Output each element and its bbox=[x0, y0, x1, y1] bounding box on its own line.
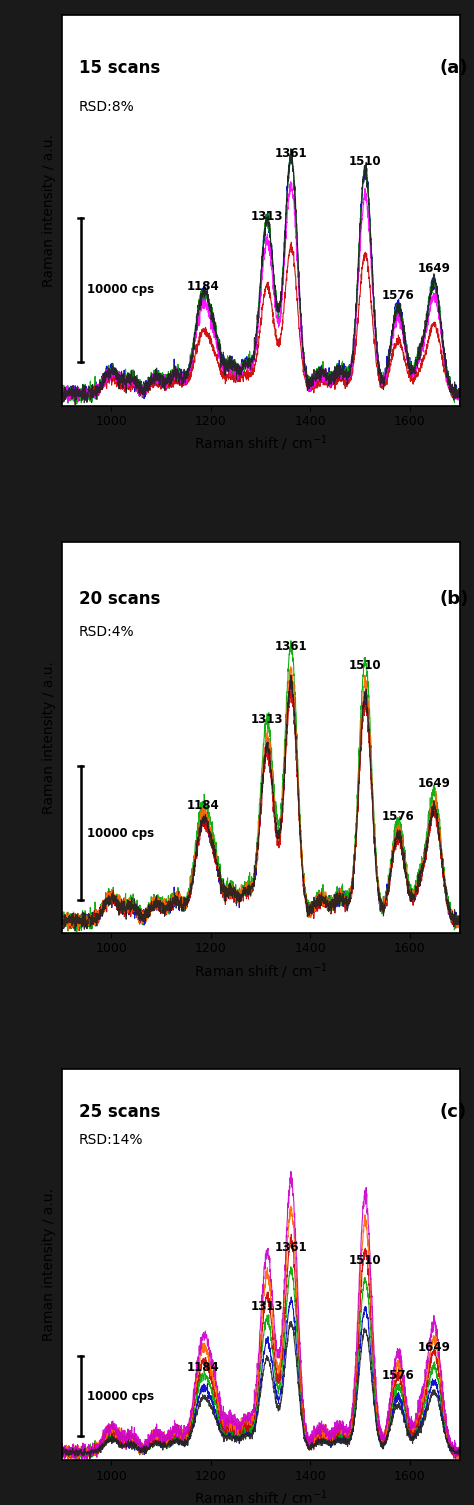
Text: RSD:4%: RSD:4% bbox=[79, 626, 135, 640]
Text: 1649: 1649 bbox=[418, 262, 451, 275]
Text: 1576: 1576 bbox=[382, 1368, 414, 1382]
X-axis label: Raman shift / cm$^{-1}$: Raman shift / cm$^{-1}$ bbox=[194, 962, 328, 981]
Y-axis label: Raman intensity / a.u.: Raman intensity / a.u. bbox=[42, 1187, 56, 1341]
Text: 15 scans: 15 scans bbox=[79, 59, 160, 77]
Y-axis label: Raman intensity / a.u.: Raman intensity / a.u. bbox=[42, 134, 56, 287]
Text: (a): (a) bbox=[440, 59, 468, 77]
Text: 1361: 1361 bbox=[275, 147, 307, 160]
Text: 1313: 1313 bbox=[251, 713, 283, 725]
Text: 1510: 1510 bbox=[349, 155, 382, 169]
X-axis label: Raman shift / cm$^{-1}$: Raman shift / cm$^{-1}$ bbox=[194, 1488, 328, 1505]
Text: 1649: 1649 bbox=[418, 1341, 451, 1354]
Text: 1313: 1313 bbox=[251, 211, 283, 223]
Text: 1576: 1576 bbox=[382, 289, 414, 301]
Text: 10000 cps: 10000 cps bbox=[87, 1389, 154, 1403]
Text: 10000 cps: 10000 cps bbox=[87, 826, 154, 840]
Text: 10000 cps: 10000 cps bbox=[87, 283, 154, 296]
Text: (b): (b) bbox=[440, 590, 469, 608]
Text: 1313: 1313 bbox=[251, 1300, 283, 1312]
Text: (c): (c) bbox=[440, 1103, 467, 1121]
Text: 20 scans: 20 scans bbox=[79, 590, 160, 608]
Text: 1184: 1184 bbox=[187, 799, 219, 811]
Text: 1510: 1510 bbox=[349, 1254, 382, 1267]
Text: 1184: 1184 bbox=[187, 1361, 219, 1374]
Text: RSD:14%: RSD:14% bbox=[79, 1133, 144, 1147]
Text: 1576: 1576 bbox=[382, 810, 414, 823]
Text: 1361: 1361 bbox=[275, 640, 307, 653]
Y-axis label: Raman intensity / a.u.: Raman intensity / a.u. bbox=[42, 661, 56, 814]
Text: 1510: 1510 bbox=[349, 659, 382, 671]
Text: 1184: 1184 bbox=[187, 280, 219, 293]
Text: RSD:8%: RSD:8% bbox=[79, 99, 135, 113]
X-axis label: Raman shift / cm$^{-1}$: Raman shift / cm$^{-1}$ bbox=[194, 433, 328, 453]
Text: 1649: 1649 bbox=[418, 777, 451, 790]
Text: 1361: 1361 bbox=[275, 1242, 307, 1254]
Text: 25 scans: 25 scans bbox=[79, 1103, 160, 1121]
